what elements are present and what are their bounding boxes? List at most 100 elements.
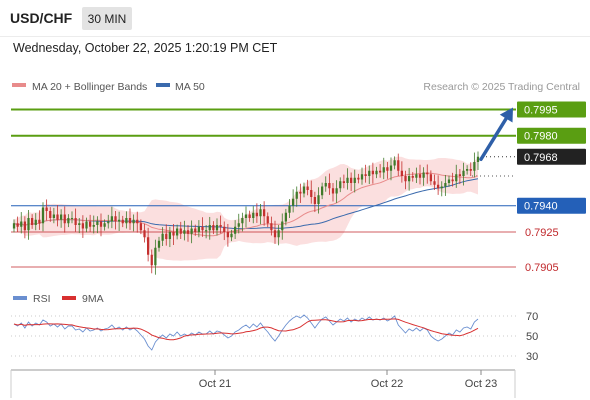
candle-body [143,230,146,238]
candle-body [321,186,324,196]
candle-body [288,205,291,213]
candle-body [136,219,139,224]
candle-body [310,190,313,197]
candle-body [230,233,233,238]
candle-body [281,221,284,231]
candle-body [379,170,382,173]
price-tag-0.7940: 0.7940 [524,201,558,213]
candle-body [208,225,211,231]
candle-body [168,232,171,239]
candle-body [415,174,418,178]
rsi-tick-30: 30 [526,351,538,363]
candle-body [52,214,55,218]
candle-body [139,223,142,231]
candle-body [346,177,349,183]
candle-body [360,174,364,180]
candle-body [408,176,411,182]
candle-body [382,167,385,173]
candle-body [331,188,335,194]
price-tag-bg-0.7995 [517,101,586,118]
candle-body [375,170,378,175]
candle-body [190,228,193,234]
candle-body [132,219,135,224]
candle-body [252,212,255,218]
candle-body [179,228,182,234]
candle-body [114,216,117,222]
candle-body [38,219,41,224]
candle-body [371,170,374,175]
ma9-legend-swatch [62,296,76,300]
candle-body [462,170,465,176]
candle-body [70,218,74,219]
candle-body [476,156,480,162]
candle-body [81,223,84,229]
candle-body [172,232,175,236]
rsi-legend-label: RSI [33,293,51,305]
ma20-line [13,172,479,237]
candle-body [99,221,103,227]
candle-body [248,214,251,218]
candle-body [89,221,92,227]
rsi-tick-50: 50 [526,331,538,343]
candle-body [147,237,150,255]
candle-body [455,174,458,182]
candle-body [313,197,316,204]
candle-body [31,218,34,225]
candle-body [466,169,469,171]
candle-body [176,228,179,236]
candle-body [306,186,309,190]
price-tag-0.7980: 0.7980 [524,131,558,143]
header-divider [0,36,590,37]
candle-body [165,233,168,239]
candle-body [397,160,400,171]
candle-body [212,225,215,231]
candle-body [350,177,353,183]
candle-body [150,254,153,266]
candle-body [277,230,280,238]
candle-body [444,183,447,187]
candle-body [194,228,197,232]
candle-body [270,223,273,231]
x-tick-label: Oct 21 [199,378,231,390]
x-axis-ticks: Oct 21 Oct 22 Oct 23 [199,370,497,390]
timeframe-button[interactable]: 30 MIN [82,7,132,30]
candle-body [422,172,425,178]
candle-body [226,232,229,238]
candle-body [183,230,186,234]
candle-body [433,181,436,185]
candle-body [157,240,161,248]
candle-body [205,230,208,232]
price-tag-0.7905: 0.7905 [525,262,559,274]
candle-body [107,221,110,224]
candle-body [339,181,342,189]
candle-body [234,226,237,234]
candle-body [447,179,451,183]
price-tag-0.7995: 0.7995 [524,105,558,117]
candle-body [49,211,52,218]
candle-body [451,179,454,182]
candle-body [45,207,48,211]
candle-body [400,170,403,176]
candle-body [237,223,240,227]
candle-body [429,174,432,182]
candle-body [161,233,164,241]
timestamp: Wednesday, October 22, 2025 1:20:19 PM C… [13,41,278,55]
forecast-arrow-shaft [479,113,511,161]
candle-body [295,191,298,199]
rsi-tick-70: 70 [526,311,538,323]
candle-body [67,218,70,224]
candle-body [458,174,461,176]
candle-body [16,223,19,227]
candle-body [121,219,124,224]
candle-body [20,221,23,227]
candle-body [74,218,77,225]
candle-body [12,223,16,229]
credit-text: Research © 2025 Trading Central [423,81,580,93]
candle-body [426,172,429,175]
candle-body [263,209,266,217]
candle-body [404,176,407,182]
candle-body [335,188,338,194]
candle-body [324,183,327,187]
candle-body [342,181,345,183]
